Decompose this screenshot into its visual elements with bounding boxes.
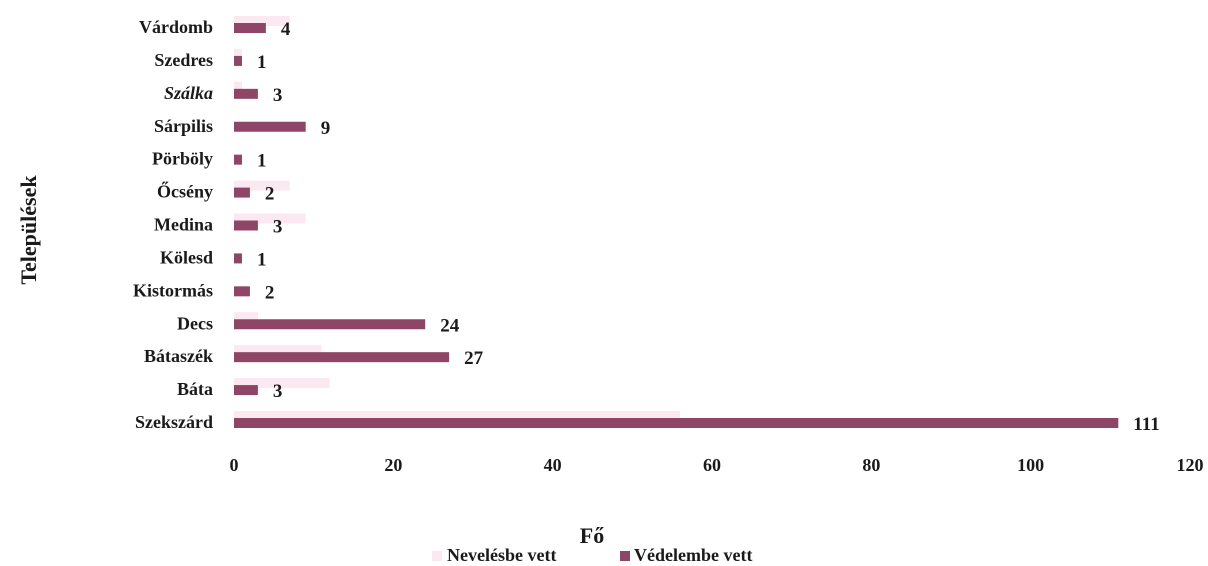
category-label-szalka: Szálka xyxy=(164,83,213,103)
bar-nevelesbe-vett-medina xyxy=(234,213,306,224)
category-label-ocseny: Őcsény xyxy=(157,181,213,202)
legend: Nevelésbe vett Védelembe vett xyxy=(432,545,752,565)
bar-nevelesbe-vett-bataszek xyxy=(234,345,322,356)
series-vedelembe-vett-bars xyxy=(234,23,1119,428)
x-tick-label-40: 40 xyxy=(544,455,562,475)
bar-nevelesbe-vett-szekszard xyxy=(234,411,681,421)
category-label-kolesd: Kölesd xyxy=(160,247,213,267)
legend-swatch-nevelesbe-vett xyxy=(432,551,442,561)
bar-nevelesbe-vett-bata xyxy=(234,378,330,389)
data-label-vedelembe-vett-bataszek: 27 xyxy=(464,348,484,369)
bar-vedelembe-vett-bata xyxy=(234,385,258,396)
bar-nevelesbe-vett-ocseny xyxy=(234,180,290,191)
data-label-vedelembe-vett-szekszard: 111 xyxy=(1133,414,1159,435)
bar-vedelembe-vett-sarpilis xyxy=(234,121,306,132)
data-label-vedelembe-vett-decs: 24 xyxy=(440,315,460,336)
legend-label-nevelesbe-vett: Nevelésbe vett xyxy=(447,545,556,565)
x-axis-title: Fő xyxy=(580,523,604,548)
category-label-sarpilis: Sárpilis xyxy=(154,116,213,136)
bar-nevelesbe-vett-vardomb xyxy=(234,16,290,26)
category-label-szedres: Szedres xyxy=(154,50,213,70)
category-label-porboly: Pörböly xyxy=(152,149,213,169)
bar-vedelembe-vett-szalka xyxy=(234,88,258,99)
data-label-vedelembe-vett-medina: 3 xyxy=(273,217,283,238)
bar-vedelembe-vett-medina xyxy=(234,220,258,231)
category-label-vardomb: Várdomb xyxy=(139,17,213,37)
bar-vedelembe-vett-kistormas xyxy=(234,286,250,297)
category-label-kistormas: Kistormás xyxy=(133,280,213,300)
data-label-vedelembe-vett-bata: 3 xyxy=(273,381,283,402)
x-axis-ticks: 0 20 40 60 80 100 120 xyxy=(230,455,1204,475)
bar-vedelembe-vett-bataszek xyxy=(234,352,450,363)
x-tick-label-80: 80 xyxy=(862,455,880,475)
bar-nevelesbe-vett-decs xyxy=(234,312,258,323)
data-label-vedelembe-vett-sarpilis: 9 xyxy=(321,118,331,139)
category-label-szekszard: Szekszárd xyxy=(135,412,213,432)
x-tick-label-120: 120 xyxy=(1177,455,1204,475)
category-labels: Várdomb Szedres Szálka Sárpilis Pörböly Őcsén… xyxy=(133,17,213,432)
bar-nevelesbe-vett-szedres xyxy=(234,48,242,59)
x-tick-label-20: 20 xyxy=(384,455,402,475)
data-label-vedelembe-vett-kistormas: 2 xyxy=(265,282,275,303)
bar-vedelembe-vett-kolesd xyxy=(234,253,242,264)
data-label-vedelembe-vett-vardomb: 4 xyxy=(281,19,291,40)
x-tick-label-0: 0 xyxy=(230,455,239,475)
bar-vedelembe-vett-decs xyxy=(234,319,426,330)
legend-swatch-vedelembe-vett xyxy=(620,551,630,561)
x-tick-label-100: 100 xyxy=(1017,455,1044,475)
bar-vedelembe-vett-szekszard xyxy=(234,418,1119,428)
bar-vedelembe-vett-szedres xyxy=(234,55,242,66)
legend-label-vedelembe-vett: Védelembe vett xyxy=(634,545,752,565)
bar-vedelembe-vett-vardomb xyxy=(234,23,266,33)
data-label-vedelembe-vett-ocseny: 2 xyxy=(265,184,275,205)
x-tick-label-60: 60 xyxy=(703,455,721,475)
category-label-bata: Báta xyxy=(177,379,213,399)
bar-nevelesbe-vett-szalka xyxy=(234,81,242,92)
data-label-vedelembe-vett-porboly: 1 xyxy=(257,151,267,172)
data-label-vedelembe-vett-szalka: 3 xyxy=(273,85,283,106)
data-label-nevelesbe-vett-decs: 3 xyxy=(264,310,272,326)
bar-vedelembe-vett-porboly xyxy=(234,154,242,165)
data-label-vedelembe-vett-kolesd: 1 xyxy=(257,249,267,270)
category-label-decs: Decs xyxy=(177,313,213,333)
category-label-medina: Medina xyxy=(154,215,213,235)
bar-vedelembe-vett-ocseny xyxy=(234,187,250,198)
y-axis-title: Települések xyxy=(16,175,41,285)
data-label-vedelembe-vett-szedres: 1 xyxy=(257,52,267,73)
category-label-bataszek: Bátaszék xyxy=(144,346,213,366)
